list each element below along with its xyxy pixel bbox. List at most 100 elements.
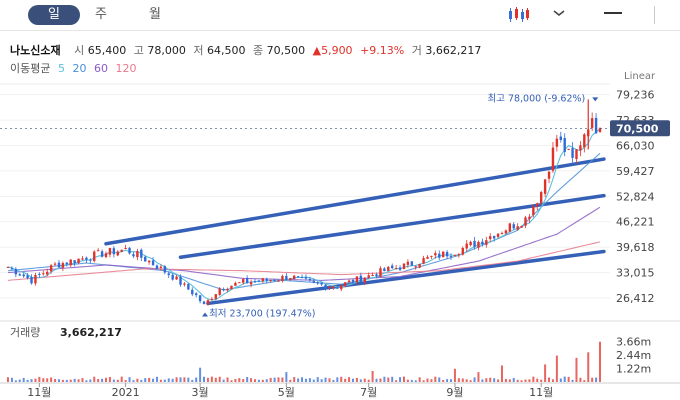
volume-bar — [230, 380, 233, 382]
volume-bar — [316, 377, 319, 382]
candle-body — [496, 233, 500, 237]
volume-bar — [332, 379, 335, 382]
candle-body — [575, 149, 578, 160]
volume-bar — [387, 377, 390, 382]
volume-bar — [442, 379, 445, 382]
volume-bar — [195, 377, 198, 382]
high-label: 고 — [133, 44, 144, 57]
tab-week[interactable]: 주 — [95, 7, 107, 22]
ma-60-label[interactable]: 60 — [93, 62, 108, 75]
tab-day[interactable]: 일 — [28, 5, 80, 25]
candle-body — [49, 265, 53, 272]
volume-bar — [563, 376, 566, 382]
candle-body — [598, 128, 602, 132]
candle-body — [65, 262, 69, 265]
minimize-icon[interactable] — [604, 12, 622, 14]
volume-bar — [477, 372, 480, 382]
volume-bar — [355, 377, 358, 382]
candle-body — [532, 206, 535, 216]
candle-body — [104, 253, 108, 258]
x-tick-label: 7월 — [360, 386, 377, 399]
ma-120-label[interactable]: 120 — [115, 62, 137, 75]
moving-average-legend: 이동평균 5 20 60 120 — [10, 60, 140, 76]
y-tick-label: 33,015 — [616, 267, 655, 280]
candle-body — [563, 138, 566, 152]
volume-bar — [512, 377, 515, 382]
volume-bar — [97, 378, 100, 382]
volume-bar — [575, 357, 578, 382]
volume-bar — [46, 378, 49, 382]
y-tick-label: 59,427 — [616, 165, 655, 178]
close-value: 70,500 — [266, 44, 306, 57]
candle-body — [285, 275, 288, 280]
volume-bar — [461, 378, 464, 382]
volume-bar — [206, 377, 209, 382]
candle-body — [10, 268, 14, 270]
candle-body — [379, 268, 382, 277]
candle-body — [375, 274, 378, 277]
candle-body — [163, 266, 167, 273]
volume-bar — [481, 379, 484, 382]
candle-body — [441, 251, 445, 258]
candle-body — [230, 285, 233, 290]
candle-body — [434, 253, 437, 256]
volume-bar — [50, 377, 53, 382]
candle-body — [536, 203, 539, 206]
candle-body — [124, 248, 127, 250]
volume-bar — [54, 378, 57, 382]
volume-bar — [155, 376, 158, 382]
candle-body — [438, 253, 441, 258]
candle-body — [571, 148, 574, 158]
volume-bar — [108, 376, 111, 382]
volume-bar — [508, 379, 511, 382]
candle-body — [167, 273, 170, 276]
volume-bar — [438, 377, 441, 382]
candle-body — [38, 273, 41, 275]
ma-5-label[interactable]: 5 — [57, 62, 65, 75]
volume-bar — [579, 377, 582, 382]
x-tick-label: 5월 — [278, 386, 295, 399]
candle-body — [543, 179, 547, 194]
volume-bar — [222, 379, 225, 382]
volume-bar — [120, 376, 123, 382]
volume-bar — [418, 377, 421, 382]
volume-tick-label: 3.66m — [616, 336, 651, 349]
volume-bar — [363, 378, 366, 382]
volume-label: 거 — [411, 44, 422, 57]
period-tabs-bar: 일 주 월 — [0, 0, 680, 31]
volume-bar — [493, 378, 496, 382]
volume-bar — [567, 376, 570, 382]
candle-body — [53, 263, 57, 265]
candle-body — [485, 240, 488, 245]
volume-bar — [116, 379, 119, 382]
chevron-down-icon[interactable] — [553, 9, 565, 17]
candle-body — [179, 276, 182, 285]
candle-body — [555, 138, 559, 147]
y-tick-label: 26,412 — [616, 292, 655, 305]
volume-bar — [359, 379, 362, 382]
candle-body — [26, 275, 29, 279]
candle-body — [175, 276, 178, 280]
candle-body — [194, 293, 198, 296]
volume-bar — [595, 377, 598, 382]
volume-bar — [304, 378, 307, 382]
volume-bar — [250, 378, 253, 382]
volume-bar — [57, 379, 60, 382]
y-tick-label: 79,236 — [616, 89, 655, 102]
scale-label[interactable]: Linear — [624, 71, 656, 82]
ma-20-label[interactable]: 20 — [72, 62, 87, 75]
volume-bar — [489, 377, 492, 382]
volume-bar — [101, 378, 104, 382]
candle-body — [351, 279, 355, 283]
candle-chart-icon[interactable] — [508, 7, 530, 23]
candle-body — [77, 258, 80, 263]
candle-body — [238, 282, 241, 284]
high-value: 78,000 — [147, 44, 186, 57]
candle-body — [42, 273, 45, 275]
volume-bar — [414, 380, 417, 382]
candle-body — [347, 280, 351, 283]
volume-bar — [7, 377, 9, 382]
candle-body — [590, 118, 594, 128]
tab-month[interactable]: 월 — [149, 7, 161, 22]
candle-body — [481, 241, 484, 245]
